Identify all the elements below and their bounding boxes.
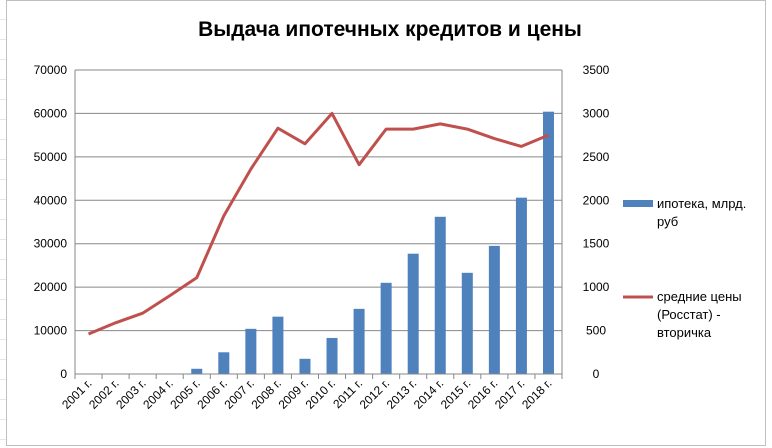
legend[interactable]: ипотека, млрд. руб средние цены (Росстат… [623, 196, 746, 340]
y-left-tick-label: 30000 [34, 237, 68, 251]
bar [461, 272, 473, 374]
bar [407, 253, 419, 374]
bar [272, 316, 284, 374]
bar [353, 308, 365, 374]
y-right-tick-label: 0 [593, 367, 600, 381]
x-tick-label: 2008 г. [248, 376, 284, 412]
bar [191, 368, 203, 374]
x-tick-label: 2017 г. [492, 376, 528, 412]
y-left-tick-label: 10000 [34, 324, 68, 338]
legend-bar-swatch [623, 200, 653, 207]
y-left-tick-label: 20000 [34, 280, 68, 294]
y-right-tick-label: 2000 [583, 193, 610, 207]
bar [326, 337, 338, 374]
y-left-tick-label: 40000 [34, 193, 68, 207]
y-right-tick-label: 3000 [583, 106, 610, 120]
bar [434, 216, 446, 374]
y-left-tick-label: 0 [60, 367, 67, 381]
y-left-tick-label: 70000 [34, 63, 68, 77]
y-right-tick-label: 2500 [583, 150, 610, 164]
y-right-tick-label: 1000 [583, 280, 610, 294]
x-tick-label: 2015 г. [438, 376, 474, 412]
x-tick-label: 2006 г. [194, 376, 230, 412]
bar [218, 352, 230, 374]
sheet-right-edge [766, 0, 772, 448]
bar [515, 197, 527, 374]
legend-bar-label-1: ипотека, млрд. [657, 196, 746, 211]
legend-line-label-2: (Росстат) - [657, 307, 721, 322]
x-tick-label: 2013 г. [384, 376, 420, 412]
legend-line-label-3: вторичка [657, 325, 712, 340]
line-series [87, 111, 550, 336]
y-left-tick-label: 60000 [34, 106, 68, 120]
price-line [87, 111, 550, 336]
y-right-tick-label: 1500 [583, 237, 610, 251]
y-left-tick-label: 50000 [34, 150, 68, 164]
x-tick-label: 2001 г. [59, 376, 95, 412]
legend-line-label-1: средние цены [657, 289, 742, 304]
bar [380, 282, 392, 374]
x-tick-label: 2018 г. [519, 376, 555, 412]
y-right-tick-label: 500 [586, 324, 606, 338]
x-tick-label: 2010 г. [303, 376, 339, 412]
legend-bar-label-2: руб [657, 214, 678, 229]
bar [299, 358, 311, 374]
bar-series [191, 111, 554, 374]
y-right-tick-label: 3500 [583, 63, 610, 77]
bar [245, 328, 257, 374]
x-tick-label: 2004 г. [140, 376, 176, 412]
chart-title: Выдача ипотечных кредитов и цены [198, 18, 582, 41]
bar [542, 111, 554, 374]
bar [488, 245, 500, 374]
